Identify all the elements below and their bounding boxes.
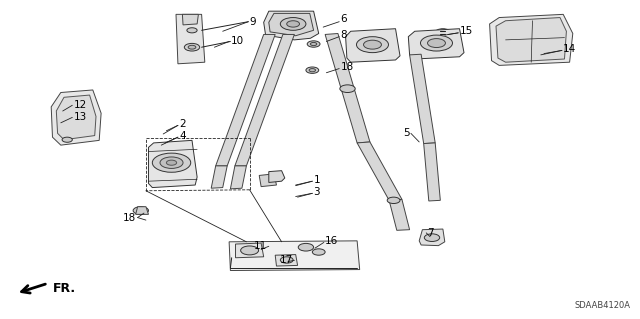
Text: 6: 6	[340, 13, 347, 24]
Text: SDAAB4120A: SDAAB4120A	[575, 301, 630, 310]
Circle shape	[188, 45, 196, 49]
Polygon shape	[357, 142, 402, 200]
Circle shape	[241, 246, 259, 255]
Circle shape	[133, 207, 148, 214]
Circle shape	[387, 197, 400, 204]
Polygon shape	[211, 166, 227, 188]
Circle shape	[310, 42, 317, 46]
Text: 16: 16	[325, 236, 339, 246]
Polygon shape	[229, 241, 360, 271]
Circle shape	[184, 43, 200, 51]
Polygon shape	[424, 143, 440, 201]
Circle shape	[280, 18, 306, 30]
Text: 4: 4	[179, 130, 186, 141]
Text: 9: 9	[250, 17, 256, 27]
Text: 8: 8	[340, 30, 347, 40]
Circle shape	[424, 234, 440, 241]
Circle shape	[428, 39, 445, 48]
Polygon shape	[410, 54, 435, 144]
Circle shape	[307, 41, 320, 47]
Polygon shape	[264, 11, 319, 40]
Circle shape	[312, 249, 325, 255]
Text: 5: 5	[403, 128, 410, 138]
Polygon shape	[490, 14, 573, 65]
Text: 13: 13	[74, 112, 87, 122]
Polygon shape	[56, 95, 96, 140]
Circle shape	[309, 69, 316, 72]
Text: 14: 14	[563, 44, 577, 55]
Polygon shape	[235, 34, 294, 166]
Text: FR.: FR.	[52, 282, 76, 295]
Text: 12: 12	[74, 100, 87, 110]
Circle shape	[340, 85, 355, 93]
Text: 17: 17	[280, 255, 293, 265]
Text: 18: 18	[123, 212, 136, 223]
Polygon shape	[269, 13, 314, 36]
Polygon shape	[51, 90, 101, 145]
Circle shape	[420, 35, 452, 51]
Text: 15: 15	[460, 26, 473, 36]
Text: 7: 7	[428, 228, 434, 238]
Polygon shape	[148, 140, 197, 188]
Polygon shape	[236, 243, 264, 258]
Polygon shape	[496, 18, 566, 62]
Polygon shape	[389, 199, 410, 230]
Circle shape	[298, 243, 314, 251]
Polygon shape	[346, 29, 400, 62]
Polygon shape	[182, 14, 198, 25]
Text: 2: 2	[179, 119, 186, 129]
Text: 11: 11	[254, 241, 268, 251]
Circle shape	[439, 31, 447, 34]
Text: 18: 18	[340, 62, 354, 72]
Text: 1: 1	[314, 175, 320, 185]
Circle shape	[306, 67, 319, 73]
Circle shape	[160, 157, 183, 168]
Circle shape	[280, 257, 293, 263]
Polygon shape	[408, 29, 464, 59]
Polygon shape	[259, 174, 276, 187]
Polygon shape	[275, 255, 298, 266]
Circle shape	[187, 28, 197, 33]
Polygon shape	[269, 171, 285, 182]
Circle shape	[152, 153, 191, 172]
Polygon shape	[325, 33, 370, 143]
Circle shape	[166, 160, 177, 165]
Polygon shape	[176, 14, 205, 64]
Text: 10: 10	[230, 36, 244, 47]
Circle shape	[364, 40, 381, 49]
Circle shape	[62, 137, 72, 142]
Circle shape	[435, 29, 451, 36]
Polygon shape	[230, 166, 246, 189]
Circle shape	[287, 21, 300, 27]
Circle shape	[356, 37, 388, 53]
Polygon shape	[216, 34, 275, 166]
Polygon shape	[419, 229, 445, 246]
Polygon shape	[136, 207, 148, 214]
Text: 3: 3	[314, 187, 320, 197]
